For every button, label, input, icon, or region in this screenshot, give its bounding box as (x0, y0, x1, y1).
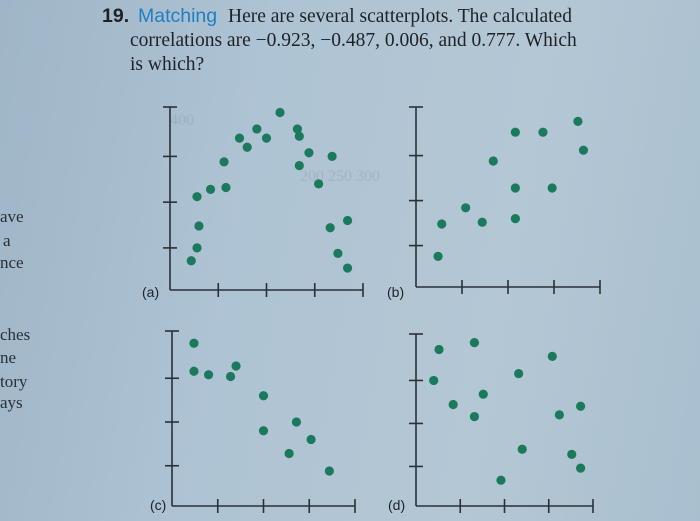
data-point (478, 389, 488, 399)
data-point (304, 148, 314, 158)
question-line-2: correlations are −0.923, −0.487, 0.006, … (130, 30, 577, 51)
data-point (294, 160, 304, 171)
question-number: 19. (102, 5, 130, 27)
data-point (477, 217, 487, 227)
data-point (488, 156, 498, 166)
data-point (576, 463, 586, 473)
data-point (434, 344, 444, 355)
data-point (517, 444, 527, 454)
data-point (573, 116, 583, 126)
margin-word: tory (0, 372, 28, 391)
question-keyword: Matching (137, 5, 218, 27)
data-point (291, 417, 302, 427)
data-point (242, 142, 252, 152)
data-point (461, 203, 471, 213)
data-point (294, 131, 304, 141)
margin-word: ays (0, 393, 23, 412)
data-point (433, 251, 443, 261)
data-point (469, 338, 480, 348)
data-point (189, 366, 199, 376)
data-point (333, 248, 343, 258)
question-line-text: Here are several scatterplots. The calcu… (227, 6, 572, 27)
data-point (275, 107, 285, 118)
data-point (258, 426, 269, 436)
data-point (554, 410, 564, 420)
margin-word: ches (0, 325, 31, 344)
data-point (429, 375, 439, 386)
plot-label-c: (c) (150, 497, 167, 513)
bleed-through-text: 400 (170, 112, 194, 129)
data-point (578, 145, 589, 155)
data-point (258, 391, 269, 401)
data-point (342, 263, 353, 273)
data-point (469, 411, 480, 422)
data-point (186, 256, 196, 266)
plot-label-d: (d) (388, 497, 406, 513)
plot-label-a: (a) (142, 284, 160, 300)
data-point (496, 475, 506, 485)
data-point (514, 368, 524, 379)
data-point (225, 371, 236, 382)
data-point (219, 157, 229, 167)
data-point (192, 192, 202, 202)
data-point (204, 370, 214, 380)
margin-word: ave (0, 207, 24, 226)
data-point (252, 124, 262, 134)
data-point (221, 182, 231, 193)
data-point (448, 399, 458, 410)
data-point (314, 179, 324, 189)
data-point (325, 223, 335, 233)
data-point (306, 434, 316, 445)
data-point (284, 448, 294, 459)
data-point (324, 466, 334, 476)
data-point (261, 133, 272, 143)
margin-word: a (3, 231, 11, 250)
data-point (234, 133, 245, 143)
data-point (510, 183, 520, 193)
data-point (547, 351, 557, 361)
data-point (576, 401, 586, 411)
data-point (510, 214, 520, 224)
data-point (327, 151, 337, 162)
question-line-3: is which? (130, 54, 205, 75)
data-point (342, 215, 353, 226)
data-point (510, 127, 520, 137)
margin-word: ne (0, 348, 17, 367)
margin-word: nce (0, 253, 24, 272)
question-line-1: 19. Matching Here are several scatterplo… (102, 4, 622, 29)
data-point (194, 221, 204, 231)
question-text: 19. Matching Here are several scatterplo… (102, 4, 622, 77)
data-point (567, 449, 577, 459)
plot-label-b: (b) (387, 284, 405, 300)
data-point (538, 127, 548, 137)
data-point (437, 219, 447, 229)
data-point (231, 361, 241, 371)
data-point (192, 243, 202, 253)
data-point (205, 184, 216, 194)
data-point (547, 183, 557, 193)
data-point (292, 124, 302, 134)
data-point (189, 338, 199, 348)
